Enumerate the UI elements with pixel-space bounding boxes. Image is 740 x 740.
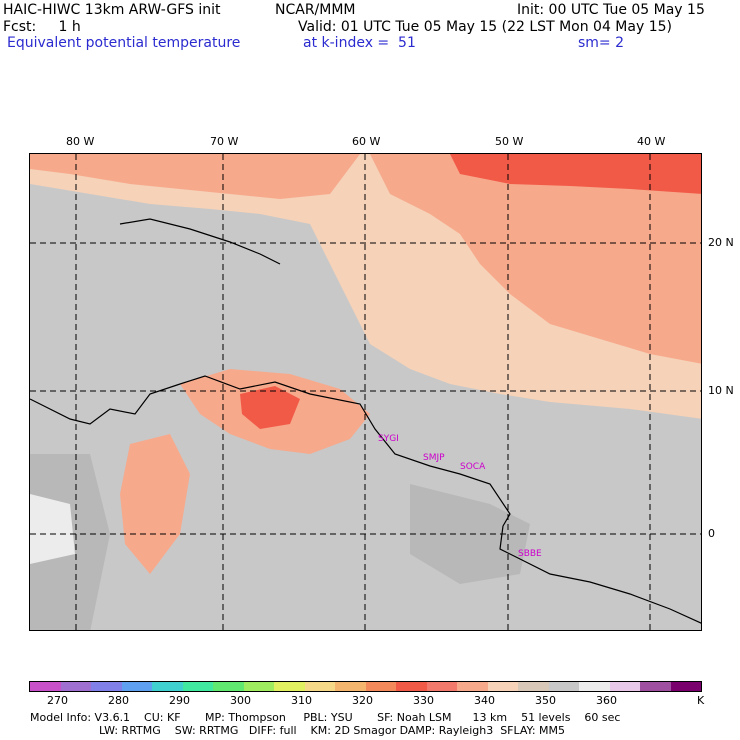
lon-label-70w: 70 W xyxy=(210,135,239,148)
valid-time: Valid: 01 UTC Tue 05 May 15 (22 LST Mon … xyxy=(298,19,672,35)
model-title: HAIC-HIWC 13km ARW-GFS init xyxy=(3,2,221,18)
colorbar-swatch xyxy=(365,682,396,691)
colorbar xyxy=(29,681,702,692)
colorbar-tick: 280 xyxy=(108,694,129,707)
level-label: at k-index = 51 xyxy=(303,35,416,51)
colorbar-swatch xyxy=(579,682,610,691)
colorbar-tick: 300 xyxy=(230,694,251,707)
colorbar-tick: 360 xyxy=(596,694,617,707)
lat-label-0: 0 xyxy=(708,527,715,540)
colorbar-swatch xyxy=(182,682,213,691)
colorbar-swatch xyxy=(670,682,701,691)
colorbar-tick: 270 xyxy=(47,694,68,707)
colorbar-tick: 290 xyxy=(169,694,190,707)
map-panel: SYGI SMJP SOCA SBBE xyxy=(29,153,702,631)
north-salmon-region xyxy=(30,154,360,199)
colorbar-swatch xyxy=(30,682,61,691)
org-label: NCAR/MMM xyxy=(275,2,356,18)
colorbar-tick: 350 xyxy=(535,694,556,707)
station-soca: SOCA xyxy=(460,462,486,472)
central-america-coast xyxy=(30,383,181,425)
colorbar-swatch xyxy=(152,682,183,691)
colorbar-swatch xyxy=(487,682,518,691)
colorbar-swatch xyxy=(121,682,152,691)
smoothing-label: sm= 2 xyxy=(578,35,625,51)
atlantic-salmon-region xyxy=(370,154,701,364)
coastlines xyxy=(30,218,701,624)
colorbar-swatch xyxy=(304,682,335,691)
init-time: Init: 00 UTC Tue 05 May 15 xyxy=(517,2,705,18)
brazil-coast xyxy=(499,525,701,624)
south-america-coast xyxy=(179,375,511,527)
colorbar-swatch xyxy=(274,682,305,691)
colorbar-unit: K xyxy=(697,694,705,707)
colorbar-swatch xyxy=(60,682,91,691)
model-info-line1: Model Info: V3.6.1 CU: KF MP: Thompson P… xyxy=(30,711,621,724)
andes-warm-region xyxy=(120,434,190,574)
colorbar-swatch xyxy=(213,682,244,691)
colorbar-swatch xyxy=(640,682,671,691)
field-name: Equivalent potential temperature xyxy=(7,35,241,51)
colorbar-swatch xyxy=(457,682,488,691)
colorbar-swatch xyxy=(548,682,579,691)
colorbar-swatch xyxy=(426,682,457,691)
pacific-white-region xyxy=(30,494,75,564)
lon-label-80w: 80 W xyxy=(66,135,95,148)
colorbar-tick: 310 xyxy=(291,694,312,707)
station-sygi: SYGI xyxy=(378,434,399,444)
graticule xyxy=(30,154,701,630)
colorbar-tick: 340 xyxy=(474,694,495,707)
colorbar-swatch xyxy=(243,682,274,691)
colorbar-swatch xyxy=(518,682,549,691)
model-info-line2: LW: RRTMG SW: RRTMG DIFF: full KM: 2D Sm… xyxy=(99,724,565,737)
lat-label-20n: 20 N xyxy=(708,236,734,249)
colorbar-tick: 330 xyxy=(413,694,434,707)
venezuela-red-core xyxy=(240,386,300,429)
colorbar-tick: 320 xyxy=(352,694,373,707)
colorbar-swatch xyxy=(609,682,640,691)
colorbar-swatch xyxy=(335,682,366,691)
lat-label-10n: 10 N xyxy=(708,384,734,397)
map-field xyxy=(30,154,701,630)
station-smjp: SMJP xyxy=(423,453,445,463)
colorbar-swatch xyxy=(396,682,427,691)
station-sbbe: SBBE xyxy=(518,549,542,559)
lon-label-50w: 50 W xyxy=(495,135,524,148)
atlantic-red-region xyxy=(450,154,701,194)
greater-antilles-coast xyxy=(119,218,281,265)
colorbar-swatch xyxy=(91,682,122,691)
forecast-hour: Fcst: 1 h xyxy=(3,19,81,35)
lon-label-60w: 60 W xyxy=(352,135,381,148)
lon-label-40w: 40 W xyxy=(637,135,666,148)
